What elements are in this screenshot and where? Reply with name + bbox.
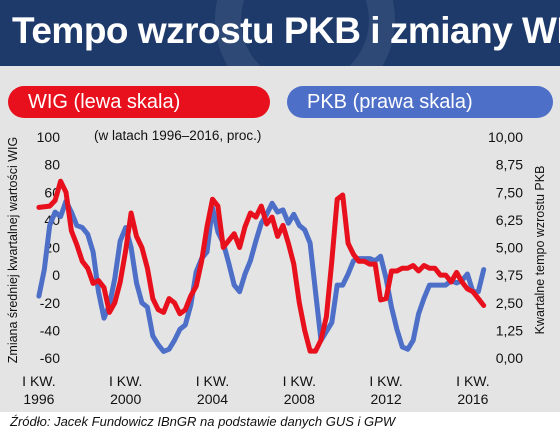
x-tick-label-year: 2008 bbox=[284, 391, 315, 407]
series-line-wig bbox=[36, 178, 487, 354]
x-tick-label-year: 2012 bbox=[371, 391, 402, 407]
right-tick-label: 0,00 bbox=[496, 350, 523, 366]
right-axis-ticks: 10,00 8,75 7,50 6,25 5,00 3,75 2,50 1,25 0,00 bbox=[488, 129, 523, 366]
chart-title: Tempo wzrostu PKB i zmiany WIG bbox=[12, 10, 560, 51]
left-tick-label: -20 bbox=[40, 295, 60, 311]
right-tick-label: 8,75 bbox=[496, 157, 523, 173]
x-axis-ticks: I KW. 1996 I KW. 2000 I KW. 2004 I KW. 2008 I KW… bbox=[22, 373, 489, 407]
series-lines bbox=[36, 178, 487, 354]
left-tick-label: 100 bbox=[37, 129, 61, 145]
legend-wig: WIG (lewa skala) bbox=[8, 86, 270, 118]
chart-subtitle: (w latach 1996–2016, proc.) bbox=[94, 128, 261, 143]
right-tick-label: 10,00 bbox=[488, 129, 523, 145]
x-tick-label-quarter: I KW. bbox=[283, 373, 316, 389]
right-axis-title: Kwartalne tempo wzrostu PKB bbox=[533, 166, 547, 335]
right-tick-label: 3,75 bbox=[496, 267, 523, 283]
x-tick-label-quarter: I KW. bbox=[456, 373, 489, 389]
x-tick-label-quarter: I KW. bbox=[109, 373, 142, 389]
right-tick-label: 2,50 bbox=[496, 295, 523, 311]
x-tick-label-year: 2004 bbox=[197, 391, 228, 407]
chart-area bbox=[0, 66, 560, 412]
x-tick-label-year: 1996 bbox=[23, 391, 54, 407]
watermark-logo bbox=[215, 0, 395, 66]
left-tick-label: 0 bbox=[52, 267, 60, 283]
title-bar: Tempo wzrostu PKB i zmiany WIG bbox=[0, 0, 560, 66]
legend-pkb: PKB (prawa skala) bbox=[287, 86, 553, 118]
x-tick-label-quarter: I KW. bbox=[22, 373, 55, 389]
left-tick-label: 80 bbox=[44, 157, 60, 173]
x-tick-label-quarter: I KW. bbox=[196, 373, 229, 389]
x-tick-label-year: 2016 bbox=[457, 391, 488, 407]
x-tick-label-year: 2000 bbox=[110, 391, 141, 407]
left-tick-label: -60 bbox=[40, 350, 60, 366]
x-tick-label-quarter: I KW. bbox=[369, 373, 402, 389]
left-tick-label: -40 bbox=[40, 322, 60, 338]
series-line-pkb bbox=[36, 198, 487, 354]
right-tick-label: 1,25 bbox=[496, 322, 523, 338]
left-axis-title: Zmiana średniej kwartalnej wartości WIG bbox=[6, 137, 20, 363]
right-tick-label: 6,25 bbox=[496, 212, 523, 228]
line-chart: (w latach 1996–2016, proc.) Zmiana średn… bbox=[6, 128, 547, 407]
right-tick-label: 5,00 bbox=[496, 240, 523, 256]
source-note: Źródło: Jacek Fundowicz IBnGR na podstaw… bbox=[10, 414, 396, 429]
right-tick-label: 7,50 bbox=[496, 184, 523, 200]
